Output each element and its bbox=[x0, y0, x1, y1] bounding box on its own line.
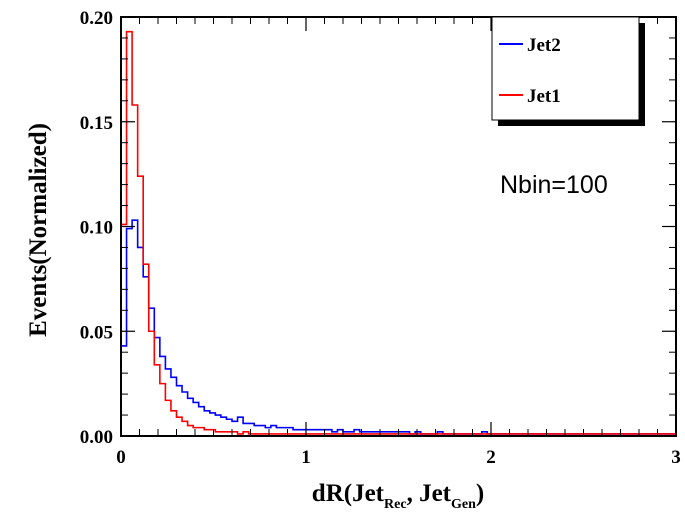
plot-frame bbox=[120, 16, 677, 437]
legend-box bbox=[491, 16, 640, 121]
x-axis-label: dR(JetRec, JetGen) bbox=[312, 480, 484, 512]
legend-label-jet2: Jet2 bbox=[527, 35, 561, 56]
x-axis-label-mid: , Jet bbox=[407, 480, 452, 507]
y-tick-label: 0.00 bbox=[80, 427, 113, 448]
x-axis-label-sub1: Rec bbox=[384, 497, 407, 512]
x-axis-label-prefix: dR(Jet bbox=[312, 480, 385, 507]
series-line-jet1 bbox=[120, 30, 676, 436]
x-tick-label: 2 bbox=[486, 447, 496, 468]
y-tick-label: 0.10 bbox=[80, 218, 113, 239]
x-tick-label: 3 bbox=[671, 447, 681, 468]
ticks-layer: 0 1 2 3 0.00 0.05 0.10 0.15 0.20 bbox=[80, 8, 681, 468]
series-line-jet2 bbox=[120, 219, 676, 436]
legend-label-jet1: Jet1 bbox=[527, 86, 561, 107]
legend: Jet2 Jet1 bbox=[491, 16, 645, 126]
nbin-annotation: Nbin=100 bbox=[500, 171, 608, 199]
y-axis-label: Events(Normalized) bbox=[25, 123, 52, 337]
x-axis-label-suffix: ) bbox=[476, 480, 484, 507]
x-tick-label: 0 bbox=[116, 447, 126, 468]
y-tick-label: 0.15 bbox=[80, 113, 113, 134]
y-tick-label: 0.05 bbox=[80, 322, 113, 343]
y-tick-label: 0.20 bbox=[80, 8, 113, 29]
x-tick-label: 1 bbox=[301, 447, 311, 468]
x-axis-label-sub2: Gen bbox=[451, 497, 476, 512]
